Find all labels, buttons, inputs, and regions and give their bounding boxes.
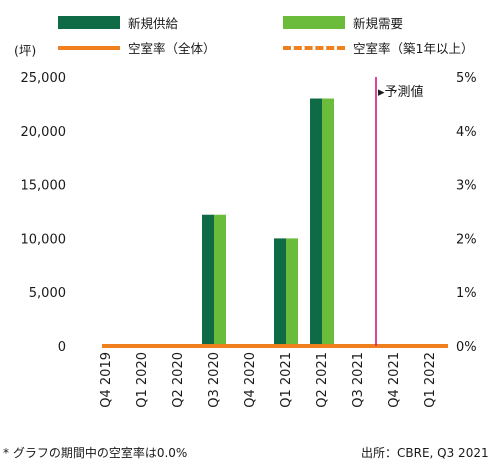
x-tick-label: Q1 2021 [279,352,294,408]
bar-new-demand [214,214,226,346]
bar-new-demand [322,98,334,347]
legend-swatch-vacancy [58,45,120,50]
legend-swatch-vacancy-new [283,45,345,50]
y2-tick-label: 4% [456,125,477,140]
x-tick-label: Q2 2021 [315,352,330,408]
x-tick-label: Q4 2019 [99,352,114,408]
y-tick-label: 15,000 [21,179,67,194]
bar-new-supply [274,238,286,346]
x-tick-label: Q2 2020 [171,352,186,408]
y2-tick-label: 0% [456,340,477,355]
legend-swatch-new-supply [58,16,120,29]
bar-new-demand [286,238,298,346]
x-tick-label: Q4 2021 [387,352,402,408]
legend-item-vacancy-new: 空室率（築1年以上） [283,38,473,57]
legend-label-new-supply: 新規供給 [128,16,179,31]
legend-label-vacancy: 空室率（全体） [128,41,216,56]
y2-tick-label: 1% [456,286,477,301]
source-note: 出所：CBRE, Q3 2021 [361,446,489,460]
y2-tick-label: 5% [456,71,477,86]
legend-label-vacancy-new: 空室率（築1年以上） [353,41,474,56]
legend-label-new-demand: 新規需要 [353,16,404,31]
legend-item-new-supply: 新規供給 [58,13,178,32]
bar-new-supply [310,98,322,347]
legend-item-new-demand: 新規需要 [283,13,403,32]
forecast-label: ▸予測値 [378,85,424,100]
bar-new-supply [202,214,214,346]
y-tick-label: 20,000 [21,125,67,140]
x-tick-label: Q3 2020 [207,352,222,408]
y-tick-label: 0 [58,340,66,355]
y-tick-label: 10,000 [21,232,67,247]
x-tick-label: Q1 2022 [423,352,438,408]
y-tick-label: 5,000 [29,286,66,301]
x-tick-label: Q4 2020 [243,352,258,408]
footnote: * グラフの期間中の空室率は0.0% [3,446,188,460]
y2-tick-label: 2% [456,232,477,247]
x-tick-label: Q1 2020 [135,352,150,408]
legend-swatch-new-demand [283,16,345,29]
y2-tick-label: 3% [456,179,477,194]
y-tick-label: 25,000 [21,71,67,86]
legend-item-vacancy: 空室率（全体） [58,38,216,57]
y-axis-unit-label: (坪) [14,43,37,58]
x-tick-label: Q3 2021 [351,352,366,408]
